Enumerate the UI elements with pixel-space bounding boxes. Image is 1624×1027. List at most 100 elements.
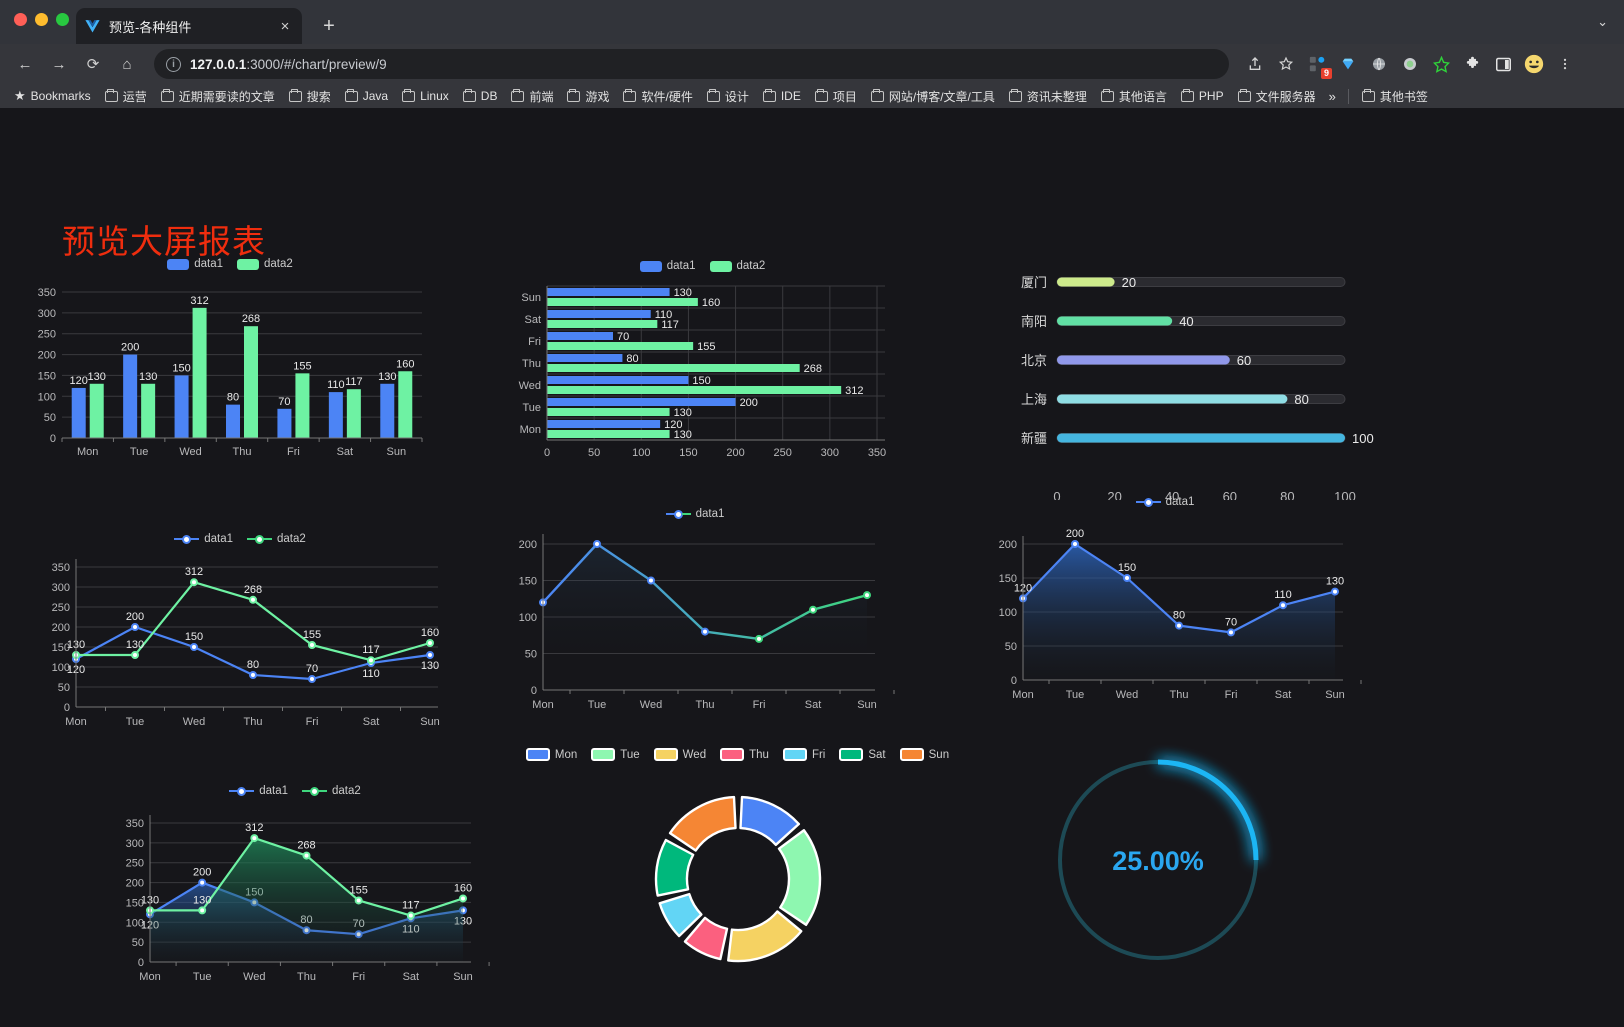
sidebar-icon[interactable] <box>1489 50 1517 78</box>
bookmark-folder-search[interactable]: 搜索 <box>283 86 337 107</box>
close-tab-button[interactable]: × <box>280 17 290 35</box>
legend-swatch <box>525 748 550 761</box>
bookmark-folder-ide[interactable]: IDE <box>757 87 807 105</box>
folder-icon <box>870 88 884 102</box>
maximize-window-button[interactable] <box>56 13 69 26</box>
svg-text:117: 117 <box>661 319 679 331</box>
svg-text:北京: 北京 <box>1021 353 1047 368</box>
back-button[interactable]: ← <box>17 55 33 73</box>
circle-icon[interactable] <box>1396 50 1424 78</box>
folder-icon <box>1100 88 1114 102</box>
legend-item-data2[interactable]: data2 <box>302 785 361 797</box>
bookmark-folder-design[interactable]: 设计 <box>701 86 755 107</box>
reload-button[interactable]: ⟳ <box>86 56 100 73</box>
bookmark-folder-linux[interactable]: Linux <box>396 87 455 105</box>
legend-item-data1[interactable]: data1 <box>229 785 288 797</box>
bookmark-folder-recent-articles[interactable]: 近期需要读的文章 <box>155 86 281 107</box>
close-window-button[interactable] <box>14 13 27 26</box>
svg-text:130: 130 <box>1326 576 1344 588</box>
folder-icon <box>402 88 416 102</box>
bookmark-folder-other-bookmarks[interactable]: 其他书签 <box>1356 86 1434 107</box>
site-info-icon[interactable]: i <box>166 56 181 72</box>
forward-button[interactable]: → <box>51 55 67 73</box>
browser-tab[interactable]: 预览-各种组件 × <box>76 8 302 44</box>
legend-item-data2[interactable]: data2 <box>237 258 293 270</box>
legend-item-data1[interactable]: data1 <box>639 260 696 272</box>
legend-item-data1[interactable]: data1 <box>1135 496 1194 508</box>
address-bar[interactable]: i 127.0.0.1:3000/#/chart/preview/9 <box>154 49 1229 79</box>
menu-icon[interactable] <box>1551 50 1579 78</box>
svg-text:250: 250 <box>774 447 792 459</box>
puzzle-icon[interactable] <box>1458 50 1486 78</box>
chart-progress-bars: 厦门 20 南阳 40 北京 60 上海 80 新疆 100 0 20 40 60 80 100 <box>985 260 1385 505</box>
minimize-window-button[interactable] <box>35 13 48 26</box>
bookmark-folder-frontend[interactable]: 前端 <box>505 86 559 107</box>
legend-item-data1[interactable]: data1 <box>665 508 725 520</box>
legend-item-tue[interactable]: Tue <box>591 748 640 761</box>
bookmark-folder-games[interactable]: 游戏 <box>561 86 615 107</box>
home-button[interactable]: ⌂ <box>122 55 132 73</box>
profile-avatar-icon[interactable] <box>1520 50 1548 78</box>
chart-bar-horizontal: data1 data2 130 160 110 117 70 155 80 268 150 312… <box>505 260 900 477</box>
svg-text:160: 160 <box>702 297 720 309</box>
legend-item-data2[interactable]: data2 <box>709 260 765 272</box>
extensions-grid-icon[interactable]: 9 <box>1303 50 1332 79</box>
diamond-icon[interactable] <box>1334 50 1362 78</box>
legend-item-sat[interactable]: Sat <box>839 748 886 761</box>
globe-icon[interactable] <box>1365 50 1393 78</box>
bookmark-folder-news[interactable]: 资讯未整理 <box>1003 86 1093 107</box>
legend-item-sun[interactable]: Sun <box>899 748 949 761</box>
legend-label: data1 <box>695 508 725 520</box>
bookmark-star-icon[interactable] <box>1272 50 1300 78</box>
svg-text:350: 350 <box>126 818 144 830</box>
svg-text:0: 0 <box>531 685 537 697</box>
series-lines[interactable] <box>539 540 871 670</box>
bookmarks-overflow-button[interactable]: » <box>1328 88 1336 104</box>
legend-item-data1[interactable]: data1 <box>174 533 233 545</box>
share-icon[interactable] <box>1241 50 1269 78</box>
svg-text:268: 268 <box>242 313 260 325</box>
chart-line-smooth-gradient: data1 0 50 100 150 200 Mon Tue Wed Thu Fri Sat Sun <box>495 508 895 725</box>
svg-text:150: 150 <box>38 370 56 382</box>
bookmark-folder-other-languages[interactable]: 其他语言 <box>1095 86 1173 107</box>
donut-slices[interactable] <box>654 795 822 963</box>
svg-text:300: 300 <box>38 308 56 320</box>
bookmark-folder-projects[interactable]: 项目 <box>809 86 863 107</box>
bookmark-folder-software-hardware[interactable]: 软件/硬件 <box>617 86 698 107</box>
svg-text:Fri: Fri <box>1225 689 1238 701</box>
url-host: 127.0.0.1 <box>190 56 247 72</box>
legend-item-mon[interactable]: Mon <box>525 748 577 761</box>
axes: 0 50 100 150 200 250 300 350 Sun Sat Fri Thu Wed Tue M… <box>519 286 886 459</box>
green-star-icon[interactable] <box>1427 50 1455 78</box>
svg-text:50: 50 <box>525 649 537 661</box>
svg-text:110: 110 <box>362 668 380 680</box>
svg-text:200: 200 <box>999 539 1017 551</box>
bookmark-folder-websites[interactable]: 网站/博客/文章/工具 <box>865 86 1001 107</box>
new-tab-button[interactable]: + <box>323 15 335 37</box>
svg-text:0: 0 <box>544 447 550 459</box>
chevron-down-icon[interactable]: ⌄ <box>1597 14 1608 29</box>
window-controls[interactable] <box>14 13 69 26</box>
line-smooth-svg: 0 50 100 150 200 Mon Tue Wed Thu Fri Sat Sun <box>519 534 895 711</box>
bookmark-folder-yunying[interactable]: 运营 <box>99 86 153 107</box>
legend-label: Fri <box>811 748 826 761</box>
legend-item-thu[interactable]: Thu <box>720 748 769 761</box>
bookmark-folder-php[interactable]: PHP <box>1175 87 1230 105</box>
legend-item-data2[interactable]: data2 <box>247 533 306 545</box>
svg-text:130: 130 <box>674 429 692 441</box>
bookmark-folder-db[interactable]: DB <box>457 87 504 105</box>
svg-text:268: 268 <box>297 840 315 852</box>
bookmark-folder-file-server[interactable]: 文件服务器 <box>1232 86 1322 107</box>
gridlines <box>62 291 422 418</box>
bookmarks-root-item[interactable]: ★ Bookmarks <box>8 86 97 106</box>
legend-item-data1[interactable]: data1 <box>167 258 223 270</box>
legend-item-wed[interactable]: Wed <box>653 748 706 761</box>
bookmark-folder-java[interactable]: Java <box>339 87 394 105</box>
legend-item-fri[interactable]: Fri <box>782 748 826 761</box>
